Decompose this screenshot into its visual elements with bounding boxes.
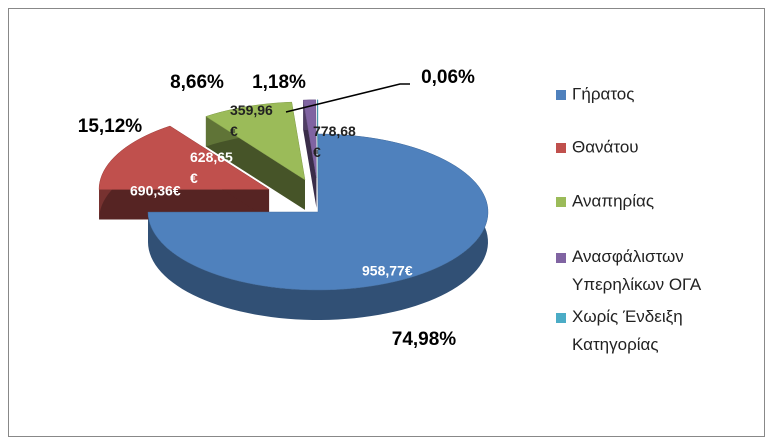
legend-label: Ανασφάλιστων Υπερηλίκων ΟΓΑ [572, 247, 702, 294]
data-label: 15,12% [78, 116, 143, 137]
legend-swatch [556, 197, 566, 207]
leader-line [285, 83, 410, 113]
legend-swatch [556, 90, 566, 100]
legend-label: Αναπηρίας [572, 191, 654, 210]
amount-label: 690,36€ [130, 183, 181, 199]
data-label: 8,66% [170, 72, 224, 93]
legend-label: Χωρίς Ένδειξη Κατηγορίας [572, 307, 687, 354]
slice [147, 133, 489, 291]
legend-swatch [556, 313, 566, 323]
amount-label: 958,77€ [362, 263, 413, 279]
amount-label: 628,65 € [190, 149, 237, 186]
legend-swatch [556, 143, 566, 153]
legend-swatch [556, 253, 566, 263]
data-label: 74,98% [392, 329, 457, 350]
amount-label: 778,68 € [313, 123, 360, 160]
slice [317, 99, 319, 178]
legend-label: Γήρατος [572, 84, 634, 103]
amount-label: 359,96 € [230, 102, 277, 139]
slice [205, 101, 306, 181]
legend-label: Θανάτου [572, 137, 639, 156]
slice [302, 99, 317, 178]
slice-wall [205, 116, 305, 210]
data-label: 1,18% [252, 72, 306, 93]
slice [98, 125, 270, 190]
data-label: 0,06% [421, 67, 475, 88]
